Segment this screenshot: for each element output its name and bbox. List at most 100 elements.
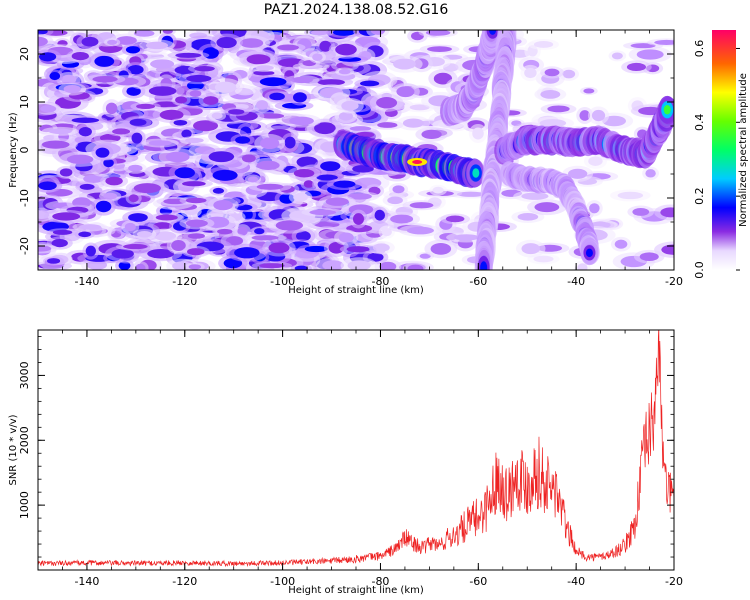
heatmap-blob bbox=[128, 194, 139, 203]
heatmap-blob bbox=[214, 81, 237, 93]
heatmap-blob bbox=[105, 176, 123, 186]
x-tick-label: -60 bbox=[469, 575, 487, 588]
snr-panel: -140 -120 -100 -80 -60 -40 -20 1000 2000 3000 He… bbox=[8, 329, 683, 596]
heatmap-blob bbox=[387, 196, 403, 205]
heatmap-blob bbox=[256, 183, 284, 190]
heatmap-blob bbox=[296, 231, 311, 242]
heatmap-blob bbox=[175, 96, 188, 104]
colorbar-ticks: 0.0 0.2 0.4 0.6 bbox=[693, 40, 740, 279]
heatmap-blob bbox=[38, 181, 57, 191]
heatmap-blob bbox=[338, 232, 354, 243]
heatmap-blob bbox=[540, 90, 561, 99]
heatmap-blob bbox=[246, 54, 271, 65]
y-tick-label: -20 bbox=[18, 237, 31, 255]
heatmap-blob bbox=[187, 248, 205, 256]
heatmap-blob bbox=[293, 169, 315, 178]
heatmap-blob bbox=[303, 180, 314, 188]
heatmap-blob bbox=[173, 119, 188, 126]
x-tick-label: -100 bbox=[270, 575, 295, 588]
heatmap-blob bbox=[314, 122, 336, 135]
heatmap-blob bbox=[79, 224, 102, 230]
heatmap-blob bbox=[547, 105, 570, 113]
x-tick-label: -140 bbox=[74, 275, 99, 288]
heatmap-blob bbox=[562, 69, 576, 79]
heatmap-blob bbox=[425, 30, 451, 36]
heatmap-blob bbox=[107, 39, 118, 45]
heatmap-blob bbox=[617, 191, 644, 200]
heatmap-blob bbox=[235, 136, 251, 144]
heatmap-blob bbox=[456, 191, 485, 197]
heatmap-blob bbox=[567, 168, 588, 179]
heatmap-blob bbox=[194, 65, 215, 72]
x-tick-label: -20 bbox=[665, 575, 683, 588]
x-tick-label: -40 bbox=[567, 275, 585, 288]
y-tick-label: 0 bbox=[18, 147, 31, 154]
heatmap-blob bbox=[611, 52, 623, 60]
feature-core bbox=[489, 30, 497, 35]
heatmap-blob bbox=[316, 174, 338, 181]
heatmap-blob bbox=[293, 192, 308, 202]
heatmap-blob bbox=[193, 120, 219, 132]
heatmap-blob bbox=[128, 213, 148, 222]
heatmap-blob bbox=[211, 112, 223, 120]
heatmap-blob bbox=[347, 193, 372, 200]
heatmap-blob bbox=[52, 229, 73, 235]
heatmap-blob bbox=[182, 181, 206, 187]
snr-y-ticks: 1000 2000 3000 bbox=[18, 336, 674, 571]
heatmap-blob bbox=[372, 243, 390, 252]
heatmap-blob bbox=[406, 226, 434, 235]
heatmap-blob bbox=[325, 197, 349, 206]
y-tick-label: 3000 bbox=[18, 361, 31, 389]
heatmap-blob bbox=[150, 59, 175, 69]
heatmap-blob bbox=[81, 36, 99, 47]
heatmap-blob bbox=[396, 86, 415, 98]
heatmap-blob bbox=[335, 43, 357, 56]
heatmap-blob bbox=[251, 235, 279, 241]
snr-x-axis-label: Height of straight line (km) bbox=[288, 585, 424, 596]
colorbar-label: Normalized spectral amplitude bbox=[738, 73, 749, 227]
heatmap-blob bbox=[112, 128, 131, 135]
snr-background bbox=[38, 330, 674, 570]
y-tick-label: 20 bbox=[18, 47, 31, 61]
x-tick-label: -140 bbox=[74, 575, 99, 588]
heatmap-blob bbox=[49, 72, 61, 81]
heatmap-blob bbox=[187, 233, 205, 239]
heatmap-blob bbox=[259, 113, 285, 119]
heatmap-blob bbox=[241, 154, 256, 163]
heatmap-blob bbox=[377, 122, 398, 128]
heatmap-blob bbox=[533, 41, 554, 48]
heatmap-blob bbox=[174, 167, 195, 179]
y-tick-label: -10 bbox=[18, 189, 31, 207]
heatmap-blob bbox=[41, 140, 70, 149]
heatmap-blob bbox=[133, 30, 155, 37]
heatmap-blob bbox=[38, 30, 48, 35]
heatmap-blob bbox=[228, 109, 245, 115]
heatmap-blob bbox=[577, 263, 588, 270]
heatmap-y-axis-label: Frequency (Hz) bbox=[8, 112, 19, 188]
heatmap-blob bbox=[521, 192, 549, 200]
heatmap-blob bbox=[66, 154, 94, 165]
heatmap-blob bbox=[255, 65, 274, 71]
heatmap-blob bbox=[189, 90, 202, 98]
x-tick-label: -80 bbox=[371, 275, 389, 288]
heatmap-blob bbox=[626, 62, 647, 72]
heatmap-blob bbox=[304, 245, 328, 253]
heatmap-blob bbox=[402, 118, 424, 128]
heatmap-blob bbox=[392, 185, 405, 194]
heatmap-blob bbox=[51, 238, 68, 248]
heatmap-blob bbox=[293, 92, 307, 103]
heatmap-blob bbox=[312, 53, 323, 62]
x-tick-label: -80 bbox=[371, 575, 389, 588]
heatmap-blob bbox=[521, 243, 540, 255]
heatmap-cells bbox=[38, 30, 674, 270]
heatmap-blob bbox=[472, 127, 484, 140]
heatmap-blob bbox=[159, 109, 184, 120]
heatmap-blob bbox=[95, 200, 112, 213]
heatmap-y-ticks: -20 -10 0 10 20 bbox=[18, 29, 674, 271]
heatmap-blob bbox=[123, 243, 148, 250]
feature-core bbox=[480, 261, 488, 270]
x-tick-label: -20 bbox=[665, 275, 683, 288]
heatmap-blob bbox=[409, 202, 434, 209]
